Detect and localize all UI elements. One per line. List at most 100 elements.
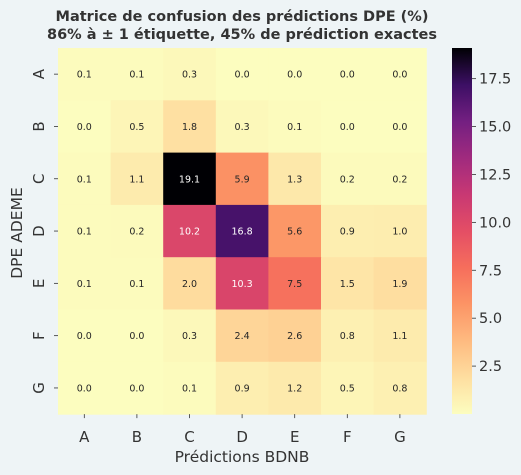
cell-value-label: 0.0: [77, 383, 92, 394]
heatmap-cell: [321, 48, 375, 101]
colorbar-tick-label: 12.5: [479, 167, 511, 183]
cell-value-label: 0.0: [340, 122, 355, 133]
heatmap-cell: [110, 152, 164, 206]
heatmap-cell: [163, 152, 217, 206]
cell-value-label: 1.1: [129, 174, 144, 185]
cell-value-label: 0.0: [392, 70, 407, 81]
heatmap-cell: [163, 309, 217, 363]
x-tick-label: C: [184, 428, 194, 446]
x-tick-label: G: [394, 428, 406, 446]
x-tick-labels: A B C D E F G: [79, 414, 406, 446]
cell-value-label: 0.1: [77, 174, 92, 185]
cell-value-label: 5.6: [287, 227, 302, 238]
heatmap-cell: [373, 361, 427, 415]
colorbar-tick-label: 15.0: [479, 120, 511, 136]
cell-value-label: 19.1: [179, 174, 200, 185]
heatmap-cell: [268, 100, 322, 154]
heatmap-cell: [110, 361, 164, 415]
cell-value-label: 0.0: [129, 331, 144, 342]
cell-value-label: 10.2: [179, 227, 200, 238]
heatmap-cell: [321, 309, 375, 363]
heatmap-cell: [321, 100, 375, 154]
heatmap-cell: [58, 48, 112, 101]
cell-value-label: 0.3: [235, 122, 250, 133]
y-axis-label: DPE ADEME: [8, 187, 26, 279]
cell-value-label: 2.0: [182, 279, 197, 290]
cell-value-label: 0.1: [129, 70, 144, 81]
colorbar-tick-label: 10.0: [479, 215, 511, 231]
x-tick-label: A: [79, 428, 90, 446]
cell-value-label: 0.1: [77, 70, 92, 81]
cell-value-label: 0.5: [129, 122, 144, 133]
cell-value-label: 1.9: [392, 279, 407, 290]
heatmap-cell: [268, 309, 322, 363]
heatmap-cell: [110, 309, 164, 363]
heatmap-cell: [58, 309, 112, 363]
cell-value-label: 0.1: [77, 227, 92, 238]
heatmap-cell: [268, 257, 322, 311]
cell-value-label: 1.8: [182, 122, 197, 133]
x-tick-label: D: [236, 428, 248, 446]
y-tick-label: F: [30, 331, 48, 340]
heatmap-cell: [58, 361, 112, 415]
heatmap-cell: [163, 204, 217, 258]
heatmap-cell: [163, 361, 217, 415]
heatmap-cell: [321, 257, 375, 311]
heatmap-cell: [373, 48, 427, 101]
cell-value-label: 0.1: [287, 122, 302, 133]
cell-value-label: 0.9: [340, 227, 355, 238]
cell-value-label: 0.2: [129, 227, 144, 238]
cell-value-label: 7.5: [287, 279, 302, 290]
y-tick-label: C: [30, 174, 48, 184]
heatmap-cell: [110, 48, 164, 101]
y-tick-label: D: [30, 225, 48, 237]
cell-value-label: 0.8: [392, 383, 407, 394]
colorbar-tick-label: 7.5: [479, 263, 502, 279]
cell-value-label: 16.8: [232, 227, 253, 238]
heatmap-cell: [163, 257, 217, 311]
cell-value-label: 0.2: [392, 174, 407, 185]
heatmap-cell: [58, 152, 112, 206]
x-tick-label: B: [132, 428, 142, 446]
colorbar-tick-label: 2.5: [479, 359, 502, 375]
heatmap-cell: [110, 257, 164, 311]
cell-value-label: 0.3: [182, 70, 197, 81]
y-tick-label: B: [30, 121, 48, 131]
x-tick-label: F: [343, 428, 352, 446]
heatmap-cell: [373, 257, 427, 311]
chart-title-line2: 86% à ± 1 étiquette, 45% de prédiction e…: [47, 27, 437, 43]
cell-value-label: 0.0: [129, 383, 144, 394]
x-axis-label: Prédictions BDNB: [175, 448, 310, 466]
cell-value-label: 0.2: [340, 174, 355, 185]
heatmap-cell: [215, 152, 269, 206]
heatmap-cell: [163, 48, 217, 101]
cell-value-label: 0.1: [182, 383, 197, 394]
y-tick-label: E: [30, 279, 48, 288]
chart-title-line1: Matrice de confusion des prédictions DPE…: [56, 9, 429, 25]
cell-value-label: 0.0: [235, 70, 250, 81]
cell-value-label: 0.5: [340, 383, 355, 394]
cell-value-label: 1.5: [340, 279, 355, 290]
cell-value-label: 1.0: [392, 227, 407, 238]
cell-value-label: 0.0: [77, 331, 92, 342]
y-tick-label: A: [30, 68, 48, 79]
heatmap-cell: [373, 152, 427, 206]
heatmap-cell: [321, 361, 375, 415]
cell-value-label: 2.4: [235, 331, 250, 342]
heatmap-cell: [215, 48, 269, 101]
cell-value-label: 0.9: [235, 383, 250, 394]
colorbar-tick-label: 17.5: [479, 72, 511, 88]
cell-value-label: 0.0: [392, 122, 407, 133]
heatmap-cell: [215, 204, 269, 258]
colorbar-ticks: 2.5 5.0 7.5 10.0 12.5 15.0 17.5: [472, 72, 511, 375]
cell-value-label: 0.1: [129, 279, 144, 290]
heatmap-cell: [110, 204, 164, 258]
cell-value-label: 1.1: [392, 331, 407, 342]
y-tick-label: G: [30, 382, 48, 394]
heatmap-cell: [268, 48, 322, 101]
cell-value-label: 2.6: [287, 331, 302, 342]
cell-value-label: 0.0: [77, 122, 92, 133]
x-tick-label: E: [290, 428, 299, 446]
heatmap-cell: [373, 100, 427, 154]
